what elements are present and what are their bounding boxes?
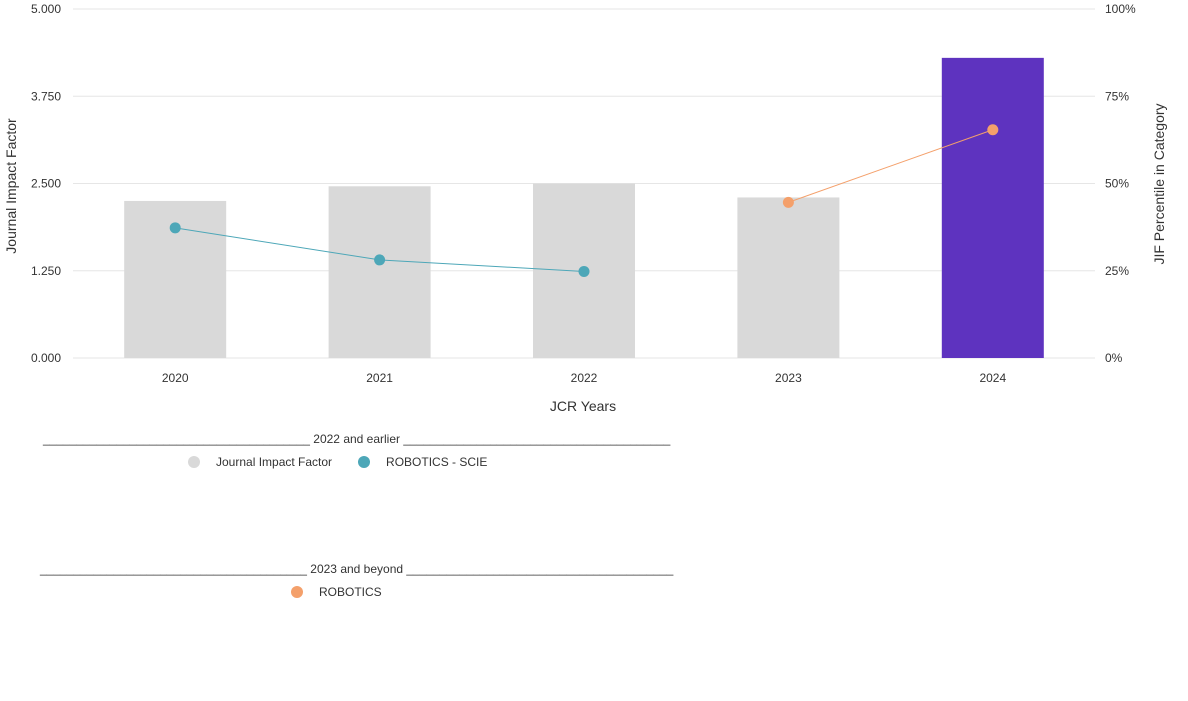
y2-tick-label: 50%: [1105, 177, 1129, 191]
legend-dot-icon: [291, 586, 303, 598]
y2-tick-label: 25%: [1105, 264, 1129, 278]
right-axis-ticks: 0% 25% 50% 75% 100%: [1105, 2, 1136, 365]
bar-2023[interactable]: [737, 197, 840, 358]
x-tick-label: 2023: [775, 371, 802, 385]
left-axis-ticks: 0.000 1.250 2.500 3.750 5.000: [31, 2, 61, 365]
legend-dot-icon: [188, 456, 200, 468]
legend-items-2022-and-earlier: Journal Impact Factor ROBOTICS - SCIE: [188, 455, 487, 469]
series-point-1-2024[interactable]: [987, 124, 999, 136]
legend-heading-2023-and-beyond: ________________________________________…: [40, 562, 674, 576]
legend-heading-2022-and-earlier: ________________________________________…: [43, 432, 671, 446]
y2-axis-title: JIF Percentile in Category: [1151, 103, 1167, 264]
x-tick-label: 2022: [571, 371, 598, 385]
bar-2024[interactable]: [941, 57, 1044, 359]
bars: [124, 57, 1044, 359]
legend-item-robotics[interactable]: ROBOTICS: [291, 585, 382, 599]
lines: [169, 124, 999, 277]
y2-tick-label: 100%: [1105, 2, 1136, 16]
series-line-1: [788, 129, 993, 203]
y-tick-label: 0.000: [31, 351, 61, 365]
x-tick-label: 2024: [979, 371, 1006, 385]
legend-item-robotics-scie[interactable]: ROBOTICS - SCIE: [358, 455, 487, 469]
legend-label: Journal Impact Factor: [216, 455, 333, 469]
bar-2021[interactable]: [328, 186, 431, 358]
legend-label: ROBOTICS - SCIE: [386, 455, 488, 469]
x-axis-ticks: 2020 2021 2022 2023 2024: [162, 371, 1007, 385]
y-tick-label: 3.750: [31, 89, 61, 103]
legend-dot-icon: [358, 456, 371, 468]
x-tick-label: 2020: [162, 371, 189, 385]
y-axis-title: Journal Impact Factor: [3, 118, 19, 254]
y2-tick-label: 0%: [1105, 351, 1123, 365]
legend-item-journal-impact-factor[interactable]: Journal Impact Factor: [188, 455, 332, 469]
x-axis-title: JCR Years: [550, 398, 616, 414]
y2-tick-label: 75%: [1105, 89, 1129, 103]
legend-items-2023-and-beyond: ROBOTICS: [291, 585, 382, 599]
y-tick-label: 2.500: [31, 177, 61, 191]
x-tick-label: 2021: [366, 371, 393, 385]
series-point-0-2020[interactable]: [169, 222, 181, 234]
series-point-0-2022[interactable]: [578, 265, 590, 277]
series-point-0-2021[interactable]: [374, 254, 386, 266]
series-point-1-2023[interactable]: [782, 196, 794, 208]
y-tick-label: 5.000: [31, 2, 61, 16]
legend-label: ROBOTICS: [319, 585, 382, 599]
y-tick-label: 1.250: [31, 264, 61, 278]
